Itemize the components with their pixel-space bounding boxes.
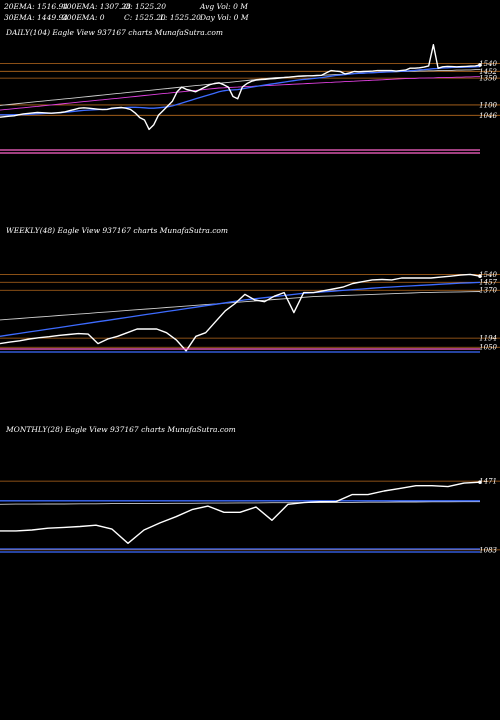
daily-last-price-marker [478,63,482,67]
weekly-panel-title: WEEKLY(48) Eagle View 937167 charts Muna… [6,226,229,235]
weekly-level-label: 1540 [479,271,497,279]
weekly-last-price-marker [478,274,482,279]
open-readout: O: 1525.20 [124,2,167,11]
monthly-level-label: 1083 [479,546,497,554]
daily-panel-title: DAILY(104) Eagle View 937167 charts Muna… [6,28,223,37]
weekly-level-label: 1457 [479,279,497,287]
weekly-price-line [0,273,481,352]
daily-price-line [0,44,481,131]
daily-level-label: 1350 [479,75,497,83]
monthly-panel-title: MONTHLY(28) Eagle View 937167 charts Mun… [6,425,236,434]
monthly-price-line [0,481,481,544]
weekly-level-label: 1050 [479,344,497,352]
daily-ma-line [0,76,480,111]
daily-level-label: 1452 [479,68,497,76]
ema30-readout: 30EMA: 1449.94 [4,13,69,22]
daily-level-label: 1100 [479,101,497,109]
weekly-sma-line [0,291,481,321]
ema200-readout: 200EMA: 0 [62,13,105,22]
daily-level-label: 1540 [479,60,497,68]
monthly-sma-line [0,501,480,505]
weekly-level-label: 1194 [479,335,497,343]
close-readout: C: 1525.20 [124,13,166,22]
monthly-level-label: 1471 [479,478,497,486]
daily-sma-line [0,69,480,106]
weekly-level-label: 1370 [479,287,497,295]
ema20-readout: 20EMA: 1516.94 [4,2,69,11]
avg-vol-readout: Avg Vol: 0 M [200,2,248,11]
day-vol-readout: Day Vol: 0 M [200,13,249,22]
ema100-readout: 100EMA: 1307.28 [62,2,131,11]
low-readout: L: 1525.20 [160,13,201,22]
weekly-ema-line [0,281,481,337]
daily-level-label: 1046 [479,112,497,120]
monthly-last-price-marker [478,480,482,484]
daily-ema-line [0,65,481,116]
